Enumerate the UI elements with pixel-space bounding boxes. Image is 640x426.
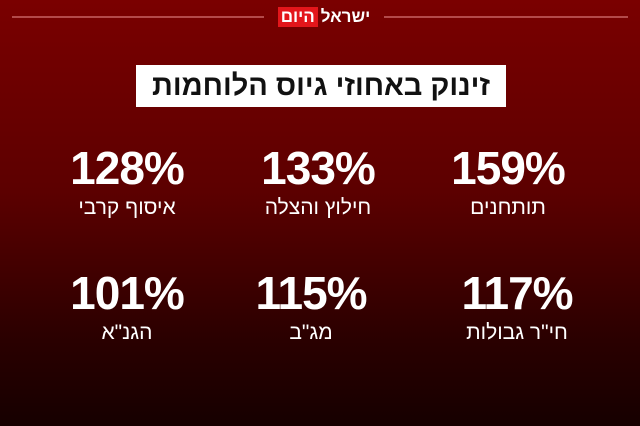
stat-value: 128% xyxy=(70,142,185,194)
header-divider-right xyxy=(384,16,628,18)
stat-label: איסוף קרבי xyxy=(78,196,176,219)
stat-combat-intelligence: 128% איסוף קרבי xyxy=(32,143,222,221)
logo-word-white: ישראל xyxy=(320,7,371,26)
stat-value: 117% xyxy=(461,267,573,319)
stat-value: 101% xyxy=(70,267,185,319)
headline-text: זינוק באחוזי גיוס הלוחמות xyxy=(152,69,490,102)
stat-label: חילוץ והצלה xyxy=(264,196,372,219)
stat-air-defense: 101% הגנ"א xyxy=(32,268,222,346)
stat-artillery: 159% תותחנים xyxy=(413,143,603,221)
stat-label: הגנ"א xyxy=(101,321,153,344)
stat-label: תותחנים xyxy=(470,196,546,219)
stat-value: 133% xyxy=(261,142,376,194)
stat-value: 159% xyxy=(451,142,566,194)
stat-mgb: 115% מג"ב xyxy=(216,268,406,346)
stat-label: חי"ר גבולות xyxy=(466,321,568,344)
header-divider-left xyxy=(12,16,264,18)
brand-logo: ישראל היום xyxy=(272,5,376,29)
stat-value: 115% xyxy=(255,267,367,319)
stat-border-infantry: 117% חי"ר גבולות xyxy=(422,268,612,346)
stat-search-rescue: 133% חילוץ והצלה xyxy=(223,143,413,221)
headline-banner: זינוק באחוזי גיוס הלוחמות xyxy=(136,65,506,107)
logo-word-red: היום xyxy=(277,7,318,27)
stat-label: מג"ב xyxy=(289,321,333,344)
